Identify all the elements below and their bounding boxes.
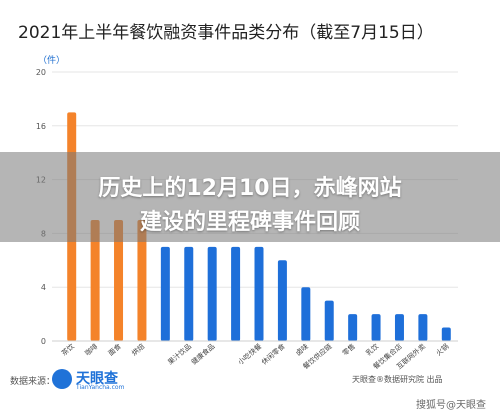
- headline-line-2: 建设的里程碑事件回顾: [139, 210, 360, 235]
- bar: [160, 246, 170, 341]
- y-tick-label: 0: [41, 337, 46, 346]
- logo-mark-icon: [52, 369, 72, 389]
- bars: [67, 112, 451, 341]
- x-tick-label: 健康食品: [189, 342, 216, 367]
- bar: [394, 314, 404, 341]
- bar: [277, 260, 287, 341]
- bar: [324, 300, 334, 341]
- headline-line-1: 历史上的12月10日，赤峰网站: [98, 176, 402, 201]
- bar: [371, 314, 381, 341]
- x-tick-label: 火锅: [434, 342, 451, 358]
- corner-watermark: 搜狐号@天眼查: [416, 400, 486, 411]
- x-tick-label: 面食: [106, 342, 123, 358]
- y-axis-label: （件）: [38, 54, 65, 66]
- x-tick-label: 休闲零食: [259, 342, 286, 367]
- x-tick-label: 乳饮: [364, 342, 381, 358]
- y-tick-label: 16: [36, 122, 46, 131]
- bar: [418, 314, 428, 341]
- bar: [231, 246, 241, 341]
- headline-banner: 历史上的12月10日，赤峰网站 建设的里程碑事件回顾: [0, 152, 500, 242]
- tianyancha-logo: 天眼查 TianYancha.com: [52, 367, 140, 393]
- logo-name: 天眼查: [76, 371, 118, 387]
- x-tick-label: 烘焙: [130, 342, 147, 358]
- x-tick-label: 果汁饮品: [166, 342, 193, 367]
- bar: [184, 246, 194, 341]
- bar: [90, 219, 100, 341]
- x-tick-label: 小吃快餐: [236, 342, 263, 367]
- bar: [441, 327, 451, 341]
- y-tick-label: 20: [36, 68, 46, 77]
- publisher-credit: 天眼查®数据研究院 出品: [352, 375, 443, 384]
- y-tick-label: 4: [41, 283, 46, 292]
- chart-title: 2021年上半年餐饮融资事件品类分布（截至7月15日）: [18, 23, 434, 43]
- data-source-label: 数据来源：: [10, 377, 56, 387]
- x-tick-label: 卤味: [294, 342, 311, 358]
- bar: [114, 219, 124, 341]
- bar: [137, 219, 147, 341]
- x-tick-label: 咖啡: [83, 342, 100, 358]
- logo-subtitle: TianYancha.com: [76, 384, 125, 391]
- bar: [348, 314, 358, 341]
- x-tick-label: 零售: [340, 342, 357, 358]
- bar: [207, 246, 217, 341]
- bar: [254, 246, 264, 341]
- x-tick-label: 茶饮: [59, 342, 76, 358]
- bar: [301, 287, 311, 341]
